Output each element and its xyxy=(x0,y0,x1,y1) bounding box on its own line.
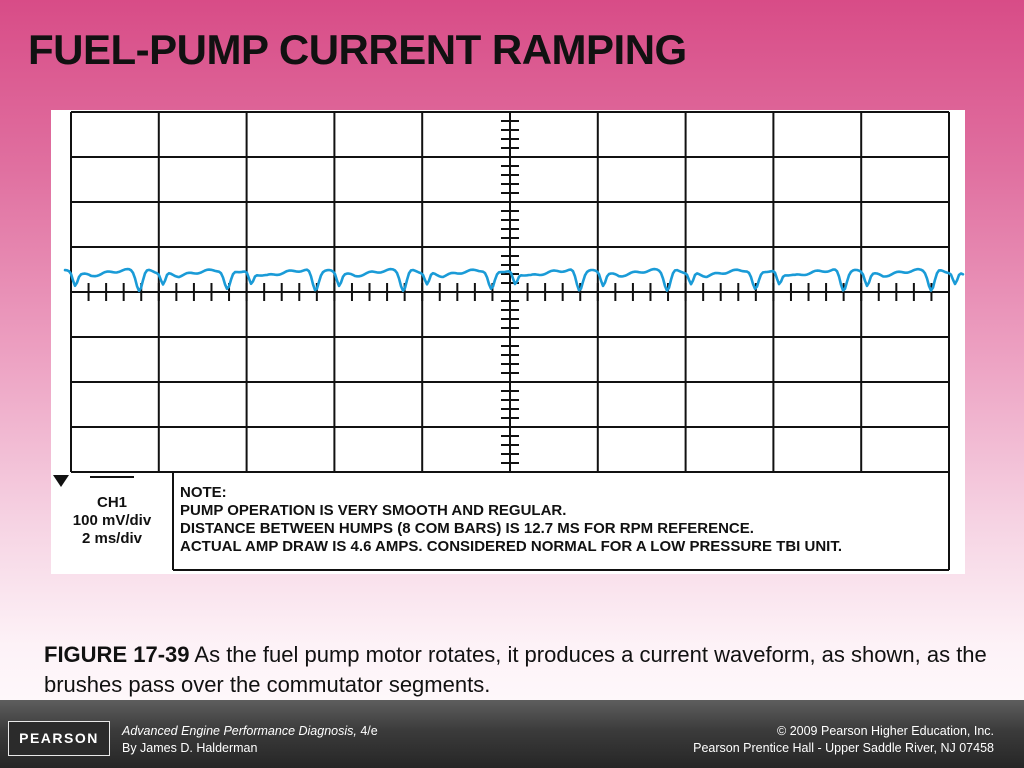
ground-reference-marker xyxy=(53,475,69,487)
note-heading: NOTE: xyxy=(180,484,227,501)
current-waveform-trace xyxy=(63,267,965,293)
pearson-logo: PEARSON xyxy=(8,721,110,756)
scope-note: NOTE: PUMP OPERATION IS VERY SMOOTH AND … xyxy=(180,484,950,572)
oscilloscope-grid xyxy=(53,111,965,571)
channel-label: CH1 xyxy=(96,494,127,511)
slide-title: FUEL-PUMP CURRENT RAMPING xyxy=(28,26,687,73)
note-line: PUMP OPERATION IS VERY SMOOTH AND REGULA… xyxy=(180,502,567,519)
oscilloscope-display: — CH1 100 mV/div 2 ms/div NOTE: PUMP OPE… xyxy=(51,110,965,574)
time-per-div: 2 ms/div xyxy=(81,530,143,547)
ch1-marker: — xyxy=(90,476,134,488)
book-edition: 4/e xyxy=(360,724,378,738)
book-title-line: Advanced Engine Performance Diagnosis, 4… xyxy=(122,723,378,740)
figure-label: FIGURE 17-39 xyxy=(44,642,190,667)
footer-bar: PEARSON Advanced Engine Performance Diag… xyxy=(0,700,1024,768)
note-line: DISTANCE BETWEEN HUMPS (8 COM BARS) IS 1… xyxy=(180,520,754,537)
copyright: © 2009 Pearson Higher Education, Inc. xyxy=(777,724,994,738)
channel-settings: — CH1 100 mV/div 2 ms/div xyxy=(51,472,173,572)
figure-caption: FIGURE 17-39 As the fuel pump motor rota… xyxy=(44,640,994,700)
publisher-address: Pearson Prentice Hall - Upper Saddle Riv… xyxy=(693,741,994,755)
volts-per-div: 100 mV/div xyxy=(72,512,152,529)
publisher-credit: © 2009 Pearson Higher Education, Inc. Pe… xyxy=(693,723,994,757)
author: By James D. Halderman xyxy=(122,741,258,755)
book-title: Advanced Engine Performance Diagnosis, xyxy=(122,724,357,738)
book-credit: Advanced Engine Performance Diagnosis, 4… xyxy=(122,723,378,757)
note-line: ACTUAL AMP DRAW IS 4.6 AMPS. CONSIDERED … xyxy=(180,538,842,555)
caption-text: As the fuel pump motor rotates, it produ… xyxy=(44,642,987,697)
